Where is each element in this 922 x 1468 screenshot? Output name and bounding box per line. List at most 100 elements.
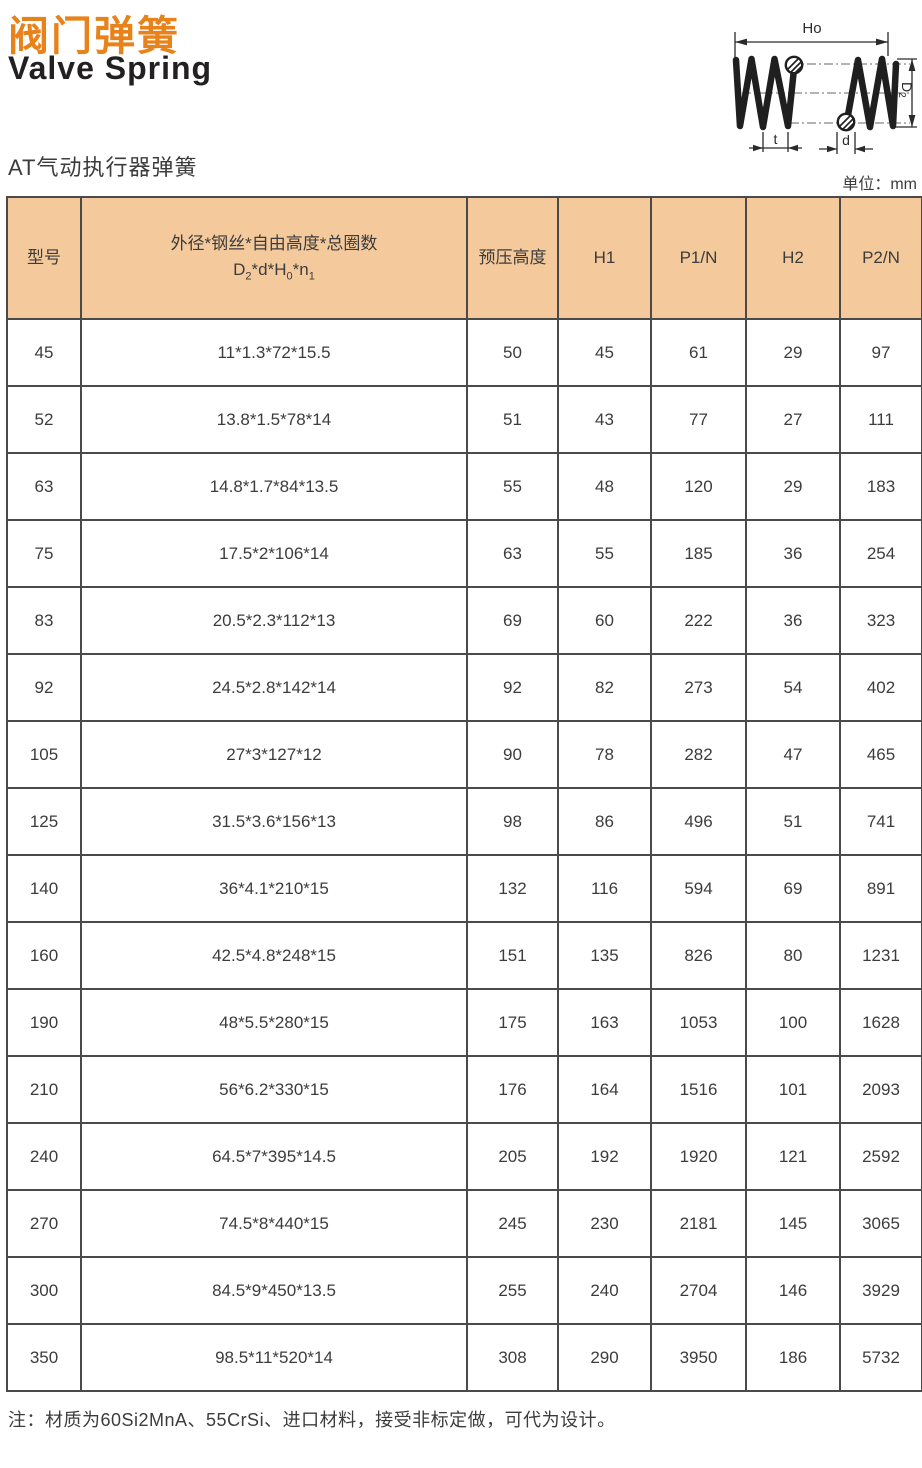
table-row: 240 64.5*7*395*14.5 205 192 1920 121 2592	[6, 1122, 922, 1191]
table-cell: 465	[839, 720, 922, 789]
table-cell: 69	[466, 586, 559, 655]
table-cell: 31.5*3.6*156*13	[80, 787, 468, 856]
table-cell: 92	[6, 653, 82, 722]
table-cell: 186	[745, 1323, 841, 1392]
table-cell: 64.5*7*395*14.5	[80, 1122, 468, 1191]
table-cell: 160	[6, 921, 82, 990]
table-cell: 402	[839, 653, 922, 722]
table-cell: 82	[557, 653, 652, 722]
table-cell: 300	[6, 1256, 82, 1325]
table-cell: 63	[6, 452, 82, 521]
table-cell: 270	[6, 1189, 82, 1258]
table-cell: 90	[466, 720, 559, 789]
table-cell: 98.5*11*520*14	[80, 1323, 468, 1392]
table-cell: 5732	[839, 1323, 922, 1392]
table-row: 63 14.8*1.7*84*13.5 55 48 120 29 183	[6, 452, 922, 521]
table-cell: 308	[466, 1323, 559, 1392]
t-arrow-left	[753, 144, 763, 152]
table-row: 300 84.5*9*450*13.5 255 240 2704 146 3929	[6, 1256, 922, 1325]
table-cell: 2592	[839, 1122, 922, 1191]
table-cell: 3929	[839, 1256, 922, 1325]
table-cell: 11*1.3*72*15.5	[80, 318, 468, 387]
table-cell: 254	[839, 519, 922, 588]
table-row: 270 74.5*8*440*15 245 230 2181 145 3065	[6, 1189, 922, 1258]
table-header-row: 型号 外径*钢丝*自由高度*总圈数 D2*d*H0*n1 预压高度 H1 P1/…	[6, 196, 922, 320]
table-cell: 2181	[650, 1189, 747, 1258]
table-row: 92 24.5*2.8*142*14 92 82 273 54 402	[6, 653, 922, 722]
table-cell: 86	[557, 787, 652, 856]
table-cell: 74.5*8*440*15	[80, 1189, 468, 1258]
table-cell: 52	[6, 385, 82, 454]
table-cell: 245	[466, 1189, 559, 1258]
ho-arrow-right	[876, 38, 888, 46]
table-cell: 61	[650, 318, 747, 387]
table-cell: 240	[557, 1256, 652, 1325]
t-label: t	[774, 131, 778, 147]
table-cell: 163	[557, 988, 652, 1057]
section-subtitle: AT气动执行器弹簧	[8, 155, 198, 180]
table-cell: 111	[839, 385, 922, 454]
table-cell: 151	[466, 921, 559, 990]
page-title-english: Valve Spring	[8, 50, 213, 86]
table-row: 52 13.8*1.5*78*14 51 43 77 27 111	[6, 385, 922, 454]
table-cell: 1920	[650, 1122, 747, 1191]
table-cell: 60	[557, 586, 652, 655]
table-cell: 97	[839, 318, 922, 387]
table-cell: 42.5*4.8*248*15	[80, 921, 468, 990]
table-cell: 135	[557, 921, 652, 990]
table-cell: 27*3*127*12	[80, 720, 468, 789]
table-cell: 48	[557, 452, 652, 521]
table-cell: 45	[557, 318, 652, 387]
table-row: 140 36*4.1*210*15 132 116 594 69 891	[6, 854, 922, 923]
d-arrow-left	[827, 145, 837, 153]
table-cell: 176	[466, 1055, 559, 1124]
table-cell: 54	[745, 653, 841, 722]
table-cell: 826	[650, 921, 747, 990]
table-cell: 282	[650, 720, 747, 789]
table-cell: 75	[6, 519, 82, 588]
d2-arrow-bottom	[908, 115, 916, 127]
table-cell: 83	[6, 586, 82, 655]
table-cell: 205	[466, 1122, 559, 1191]
col-header-p1n: P1/N	[650, 196, 747, 320]
table-cell: 132	[466, 854, 559, 923]
col-header-preload-height: 预压高度	[466, 196, 559, 320]
table-cell: 120	[650, 452, 747, 521]
table-cell: 2093	[839, 1055, 922, 1124]
table-cell: 121	[745, 1122, 841, 1191]
table-cell: 14.8*1.7*84*13.5	[80, 452, 468, 521]
wire-section-top	[784, 55, 804, 75]
table-cell: 84.5*9*450*13.5	[80, 1256, 468, 1325]
table-row: 75 17.5*2*106*14 63 55 185 36 254	[6, 519, 922, 588]
table-row: 190 48*5.5*280*15 175 163 1053 100 1628	[6, 988, 922, 1057]
table-row: 125 31.5*3.6*156*13 98 86 496 51 741	[6, 787, 922, 856]
table-cell: 92	[466, 653, 559, 722]
table-cell: 1053	[650, 988, 747, 1057]
table-cell: 20.5*2.3*112*13	[80, 586, 468, 655]
table-row: 350 98.5*11*520*14 308 290 3950 186 5732	[6, 1323, 922, 1392]
table-cell: 210	[6, 1055, 82, 1124]
col-header-spec: 外径*钢丝*自由高度*总圈数 D2*d*H0*n1	[80, 196, 468, 320]
col-header-p2n: P2/N	[839, 196, 922, 320]
table-row: 105 27*3*127*12 90 78 282 47 465	[6, 720, 922, 789]
d-label: d	[842, 132, 850, 148]
col-header-spec-line2: D2*d*H0*n1	[233, 259, 315, 283]
d2-arrow-top	[908, 59, 916, 71]
table-cell: 3065	[839, 1189, 922, 1258]
table-cell: 175	[466, 988, 559, 1057]
table-cell: 100	[745, 988, 841, 1057]
spec-table-body: 45 11*1.3*72*15.5 50 45 61 29 97 52 13.8*1.5*78*…	[6, 318, 922, 1392]
table-cell: 891	[839, 854, 922, 923]
table-cell: 230	[557, 1189, 652, 1258]
table-cell: 47	[745, 720, 841, 789]
table-cell: 2704	[650, 1256, 747, 1325]
table-cell: 273	[650, 653, 747, 722]
table-cell: 1628	[839, 988, 922, 1057]
table-cell: 1231	[839, 921, 922, 990]
d2-label: D2	[896, 82, 915, 98]
table-cell: 63	[466, 519, 559, 588]
table-cell: 78	[557, 720, 652, 789]
table-cell: 290	[557, 1323, 652, 1392]
table-cell: 27	[745, 385, 841, 454]
table-cell: 80	[745, 921, 841, 990]
